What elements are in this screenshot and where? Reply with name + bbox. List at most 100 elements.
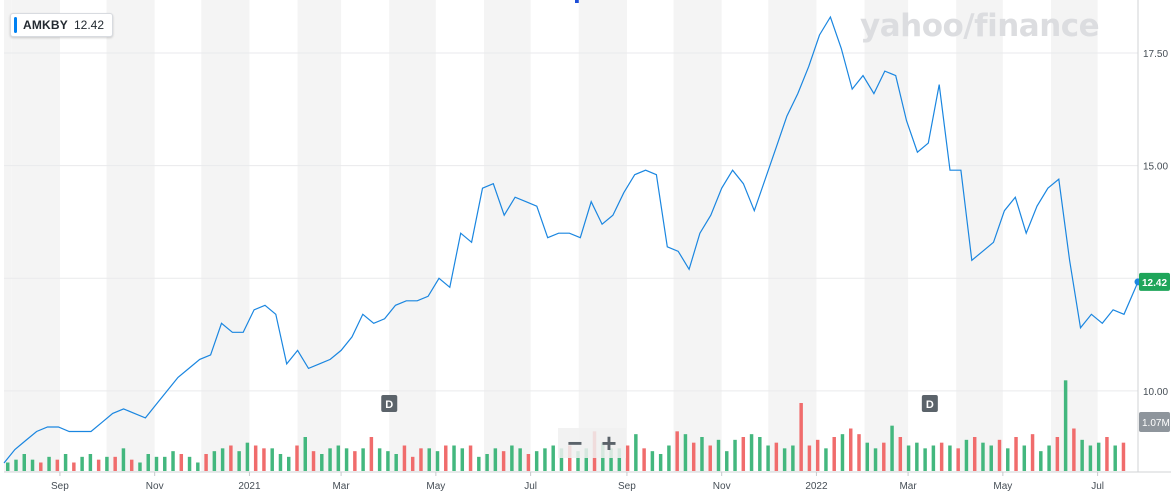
volume-bar <box>163 456 167 471</box>
volume-label-bg <box>1139 412 1170 432</box>
yahoo-finance-logo: yahoo/finance <box>860 8 1100 44</box>
volume-bar <box>964 439 969 471</box>
volume-bar <box>1039 451 1043 471</box>
volume-bar <box>237 451 241 471</box>
background-band <box>673 0 722 472</box>
volume-bar <box>336 445 341 471</box>
volume-bar <box>229 445 233 471</box>
x-tick-label: Sep <box>51 481 69 492</box>
volume-bar <box>1113 445 1117 471</box>
x-tick-label: Sep <box>618 481 636 492</box>
volume-bar <box>749 434 754 471</box>
volume-bar <box>658 454 663 471</box>
background-band <box>864 0 909 472</box>
ticker-badge[interactable]: AMKBY 12.42 <box>10 13 114 37</box>
ticker-price: 12.42 <box>74 18 105 32</box>
volume-bar <box>196 462 200 471</box>
zoom-controls: − + <box>558 428 626 458</box>
volume-bar <box>39 462 43 471</box>
volume-bar <box>518 448 522 471</box>
volume-bar <box>22 454 27 471</box>
volume-bar <box>534 451 539 471</box>
volume-bar <box>832 437 836 471</box>
volume-bar <box>510 445 514 471</box>
volume-bar <box>377 448 382 471</box>
volume-bar <box>807 445 812 471</box>
volume-bar <box>584 448 589 471</box>
volume-bar <box>96 459 101 471</box>
volume-bar <box>1105 437 1109 471</box>
volume-bar <box>179 454 184 471</box>
volume-bar <box>1022 445 1027 471</box>
volume-bar <box>576 451 580 471</box>
volume-bar <box>435 451 440 471</box>
volume-bar <box>741 437 746 471</box>
volume-bar <box>47 456 51 471</box>
volume-bar <box>187 456 192 471</box>
volume-bar <box>972 437 977 471</box>
volume-bar <box>865 442 870 471</box>
volume-bar <box>1063 380 1068 471</box>
volume-bar <box>138 462 142 471</box>
volume-bar <box>270 448 274 471</box>
volume-bar <box>568 445 572 471</box>
volume-bar <box>609 448 613 471</box>
volume-bar <box>526 454 531 471</box>
volume-bar <box>898 437 903 471</box>
x-tick-label: May <box>993 481 1012 492</box>
volume-bar <box>634 434 638 471</box>
volume-bar <box>1096 442 1101 471</box>
y-tick-label: 17.50 <box>1143 49 1168 60</box>
volume-bar <box>14 459 18 471</box>
background-band <box>201 0 250 472</box>
background-band <box>389 0 436 472</box>
background-band <box>1051 0 1098 472</box>
volume-bar <box>849 428 853 471</box>
volume-bar <box>88 454 93 471</box>
volume-bar <box>303 437 308 471</box>
volume-bar <box>1047 445 1051 471</box>
volume-bar <box>1006 448 1010 471</box>
y-tick-label: 15.00 <box>1143 162 1168 173</box>
volume-bar <box>311 451 316 471</box>
volume-bar <box>683 434 688 471</box>
volume-bar <box>344 448 349 471</box>
background-band <box>4 0 12 472</box>
volume-bar <box>931 445 936 471</box>
volume-bar <box>840 434 845 471</box>
volume-bar <box>328 448 332 471</box>
svg-text:D: D <box>926 399 934 411</box>
volume-bar <box>204 454 208 471</box>
volume-bar <box>915 442 919 471</box>
volume-bar <box>791 445 795 471</box>
volume-bar <box>708 445 712 471</box>
volume-bar <box>113 456 117 471</box>
volume-bar <box>278 454 283 471</box>
volume-bar <box>253 445 258 471</box>
x-tick-label: Jul <box>1091 481 1104 492</box>
volume-bar <box>419 448 423 471</box>
background-band <box>297 0 342 472</box>
background-band <box>484 0 531 472</box>
volume-bar <box>758 437 762 471</box>
x-tick-label: Jul <box>524 481 537 492</box>
volume-bar <box>543 448 547 471</box>
volume-bar <box>444 445 448 471</box>
volume-bar <box>460 448 465 471</box>
dividend-marker[interactable]: D <box>921 395 938 412</box>
volume-bar <box>6 462 10 471</box>
volume-bar <box>121 448 126 471</box>
zoom-out-button[interactable]: − <box>558 428 592 458</box>
current-price-label-bg <box>1139 272 1170 291</box>
volume-bar <box>485 454 489 471</box>
volume-bar <box>361 448 365 471</box>
volume-bar <box>733 439 737 471</box>
volume-bar <box>30 459 35 471</box>
svg-text:D: D <box>385 399 393 411</box>
background-band <box>106 0 155 472</box>
dividend-marker[interactable]: D <box>381 395 398 412</box>
zoom-in-button[interactable]: + <box>592 428 626 458</box>
volume-bar <box>815 439 820 471</box>
